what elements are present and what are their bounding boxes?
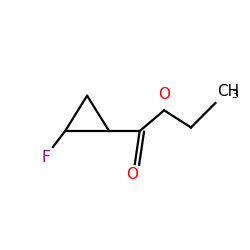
Text: F: F (41, 150, 50, 166)
Text: O: O (158, 87, 170, 102)
Text: 3: 3 (231, 90, 238, 100)
Text: CH: CH (217, 84, 239, 100)
Text: O: O (126, 166, 138, 182)
